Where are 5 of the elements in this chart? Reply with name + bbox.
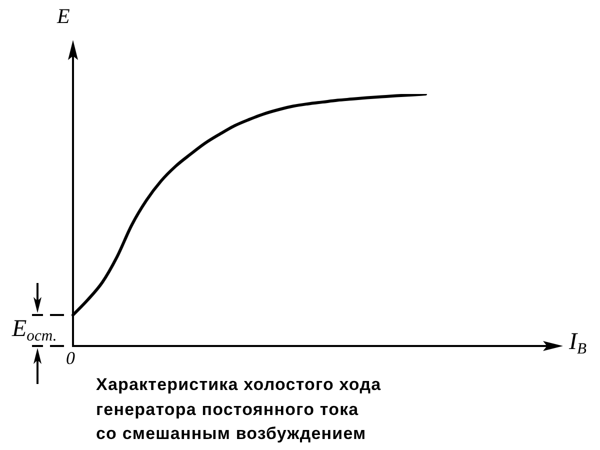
y-axis-title: E [57, 4, 70, 28]
ref-line-label: E$_{ост.}$ [12, 316, 57, 345]
x-axis-title: I$_{В}$ [569, 329, 587, 358]
text: Характеристика холостого хода генератора постоянного тока со смешанным возбуждением [96, 374, 382, 445]
text: 0 [66, 348, 75, 368]
